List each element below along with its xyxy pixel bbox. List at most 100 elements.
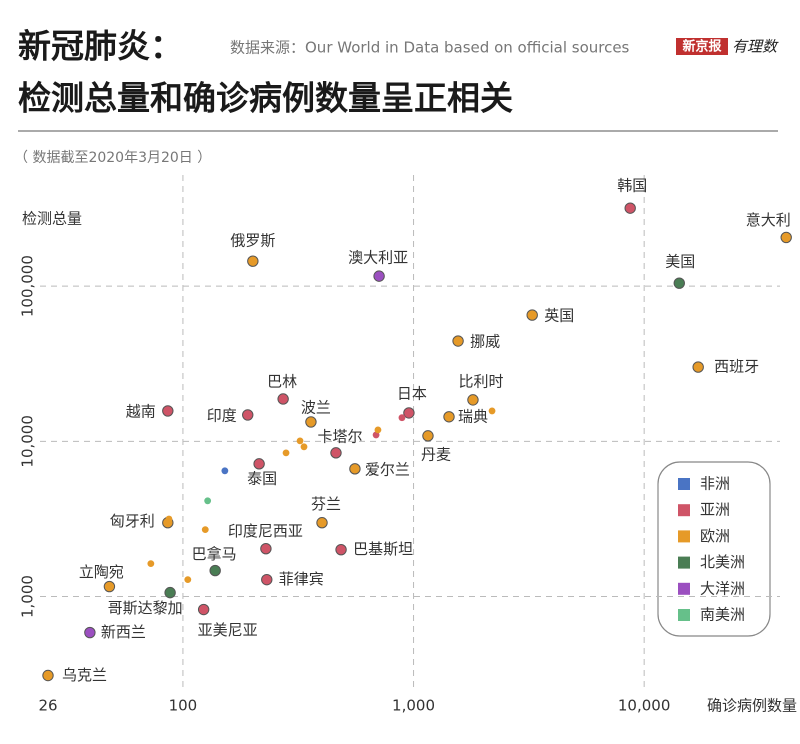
point-label: 巴林 bbox=[267, 372, 297, 390]
point-label: 俄罗斯 bbox=[230, 232, 275, 250]
point bbox=[277, 393, 289, 405]
point-label: 泰国 bbox=[247, 469, 277, 487]
logo-sub: 有理数 bbox=[732, 38, 779, 56]
point bbox=[296, 437, 304, 445]
point bbox=[164, 586, 176, 599]
point bbox=[209, 564, 221, 577]
point bbox=[692, 361, 704, 373]
point-label: 西班牙 bbox=[714, 358, 759, 376]
point-label: 比利时 bbox=[458, 372, 503, 390]
x-tick-label: 100 bbox=[169, 697, 198, 715]
point bbox=[467, 394, 479, 406]
point bbox=[780, 231, 792, 244]
point-label: 乌克兰 bbox=[62, 666, 107, 684]
legend-swatch bbox=[678, 504, 690, 517]
point bbox=[374, 426, 382, 434]
legend-label: 南美洲 bbox=[700, 606, 745, 624]
point bbox=[103, 580, 116, 593]
point-label: 芬兰 bbox=[311, 495, 341, 513]
point-label: 美国 bbox=[665, 253, 695, 271]
point bbox=[349, 463, 361, 475]
point bbox=[398, 414, 406, 422]
point bbox=[673, 277, 685, 289]
logo-main: 新京报 bbox=[682, 39, 722, 55]
point bbox=[165, 515, 173, 523]
legend-label: 亚洲 bbox=[700, 501, 730, 519]
point bbox=[184, 576, 192, 584]
point bbox=[242, 409, 254, 421]
legend-label: 北美洲 bbox=[700, 553, 745, 571]
point-label: 意大利 bbox=[746, 211, 791, 229]
legend-label: 大洋洲 bbox=[700, 579, 745, 597]
point bbox=[247, 255, 259, 267]
legend-swatch bbox=[678, 530, 690, 543]
point-label: 丹麦 bbox=[421, 445, 451, 463]
point bbox=[197, 603, 210, 616]
point bbox=[162, 405, 174, 417]
point bbox=[422, 430, 434, 442]
point-label: 立陶宛 bbox=[79, 563, 124, 581]
point bbox=[282, 449, 290, 457]
note: （ 数据截至2020年3月20日 ） bbox=[14, 150, 211, 166]
point-label: 挪威 bbox=[470, 333, 500, 351]
point bbox=[330, 447, 342, 459]
point bbox=[300, 443, 308, 451]
point-label: 澳大利亚 bbox=[348, 249, 408, 267]
x-tick-label: 1,000 bbox=[392, 697, 435, 715]
point-label: 爱尔兰 bbox=[365, 460, 410, 478]
point-label: 越南 bbox=[126, 402, 156, 420]
legend-swatch bbox=[678, 582, 690, 595]
point bbox=[526, 309, 538, 321]
x-axis-label: 确诊病例数量 bbox=[707, 697, 797, 715]
point bbox=[403, 407, 415, 419]
point bbox=[253, 458, 265, 470]
point-label: 瑞典 bbox=[458, 407, 488, 425]
x-tick-label: 26 bbox=[38, 697, 57, 715]
point bbox=[260, 542, 272, 555]
point-label: 匈牙利 bbox=[110, 512, 155, 530]
point bbox=[443, 411, 455, 423]
point-label: 亚美尼亚 bbox=[198, 621, 258, 639]
point-label: 日本 bbox=[397, 384, 427, 402]
source: 数据来源：Our World in Data based on official… bbox=[230, 39, 630, 57]
legend-label: 非洲 bbox=[700, 475, 730, 493]
point bbox=[201, 526, 209, 534]
point-label: 波兰 bbox=[301, 398, 331, 416]
point-label: 英国 bbox=[544, 307, 574, 325]
point-label: 新西兰 bbox=[101, 623, 146, 641]
x-tick-label: 10,000 bbox=[618, 697, 671, 715]
legend-swatch bbox=[678, 556, 690, 569]
point-label: 巴基斯坦 bbox=[353, 540, 413, 558]
point bbox=[204, 497, 212, 505]
y-axis-label: 检测总量 bbox=[22, 210, 82, 228]
point bbox=[373, 270, 385, 282]
title-line1: 新冠肺炎： bbox=[18, 27, 183, 66]
point bbox=[221, 467, 229, 475]
legend-label: 欧洲 bbox=[700, 527, 730, 545]
point-label: 印度 bbox=[207, 406, 237, 424]
y-tick-label: 1,000 bbox=[19, 575, 37, 618]
logo-box bbox=[676, 38, 728, 55]
y-tick-label: 10,000 bbox=[19, 415, 37, 468]
point bbox=[624, 202, 636, 214]
point bbox=[147, 560, 155, 568]
point bbox=[42, 669, 54, 682]
legend-swatch bbox=[678, 478, 690, 490]
point-label: 菲律宾 bbox=[279, 570, 324, 588]
point bbox=[335, 543, 347, 556]
point-label: 卡塔尔 bbox=[317, 427, 362, 445]
point bbox=[316, 517, 328, 529]
point-label: 哥斯达黎加 bbox=[108, 599, 183, 617]
point-label: 韩国 bbox=[617, 177, 647, 195]
legend-swatch bbox=[678, 609, 690, 621]
point-label: 印度尼西亚 bbox=[228, 522, 303, 540]
point bbox=[452, 335, 464, 347]
point-label: 巴拿马 bbox=[192, 545, 237, 563]
point bbox=[84, 626, 96, 639]
point bbox=[488, 407, 496, 415]
title-line2: 检测总量和确诊病例数量呈正相关 bbox=[18, 79, 513, 118]
point bbox=[261, 573, 273, 586]
point bbox=[305, 416, 317, 428]
y-tick-label: 100,000 bbox=[19, 255, 37, 317]
